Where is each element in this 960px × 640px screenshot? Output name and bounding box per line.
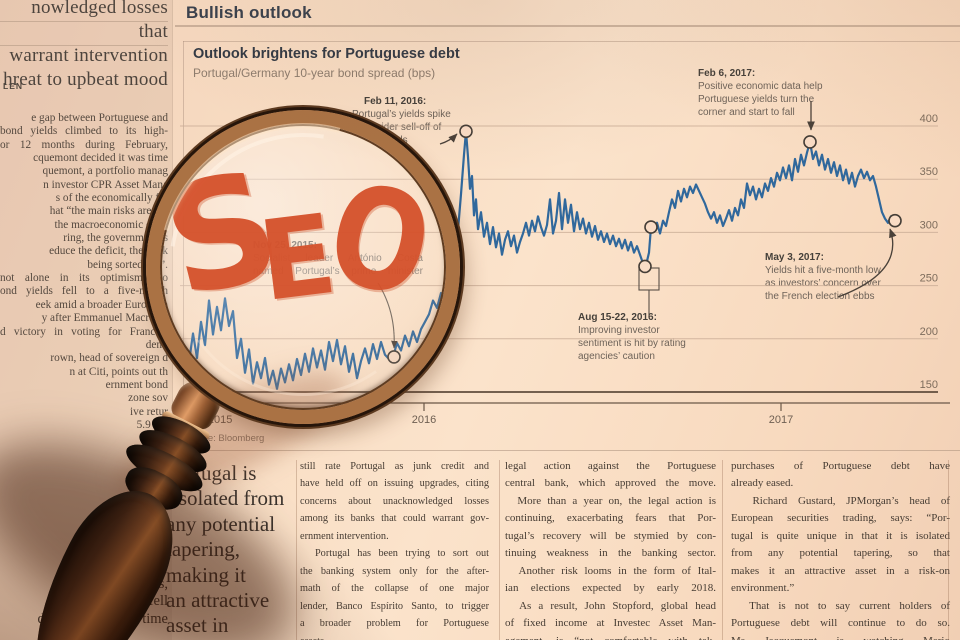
chart-subtitle: Portugal/Germany 10-year bond spread (bp… bbox=[193, 66, 436, 80]
magnifier-rim bbox=[146, 110, 460, 424]
annotation-text: Improving investor sentiment is hit by ra… bbox=[578, 325, 686, 362]
byline-fragment: LEN bbox=[3, 81, 23, 91]
left-headline-rule bbox=[0, 45, 168, 46]
x-label-2017: 2017 bbox=[768, 414, 794, 426]
svg-text:250: 250 bbox=[920, 273, 938, 285]
svg-text:350: 350 bbox=[920, 166, 938, 178]
column-divider bbox=[722, 460, 723, 640]
annotation-may-3-2017: May 3, 2017: Yields hit a five-month low… bbox=[765, 251, 915, 303]
annotation-date: Aug 15-22, 2016: bbox=[578, 312, 657, 323]
column-divider bbox=[296, 460, 297, 640]
annotation-feb-6-2017: Feb 6, 2017: Positive economic data help… bbox=[698, 67, 858, 119]
annotation-aug-2016: Aug 15-22, 2016: Improving investor senti… bbox=[578, 311, 718, 363]
chart-kicker: Bullish outlook bbox=[186, 3, 312, 22]
svg-text:200: 200 bbox=[920, 326, 938, 338]
left-headline-rule bbox=[0, 21, 168, 22]
kicker-rule bbox=[175, 25, 960, 27]
chart-title: Outlook brightens for Portuguese debt bbox=[193, 46, 460, 62]
annotation-text: Positive economic data help Portuguese yi… bbox=[698, 81, 823, 118]
annotation-date: Feb 11, 2016: bbox=[364, 96, 427, 107]
column-divider bbox=[499, 460, 500, 640]
panel-border-bottom bbox=[175, 450, 960, 451]
column-divider bbox=[948, 460, 949, 640]
panel-border-top bbox=[183, 41, 960, 42]
annotation-date: May 3, 2017: bbox=[765, 252, 824, 263]
svg-text:300: 300 bbox=[920, 219, 938, 231]
annotation-text: Yields hit a five-month low as investors’… bbox=[765, 265, 881, 302]
source-credit: Source: Bloomberg bbox=[183, 433, 265, 444]
annotation-date: Feb 6, 2017: bbox=[698, 68, 756, 79]
left-headline-fragment: nowledged losses that warrant interventio… bbox=[3, 0, 173, 90]
svg-text:400: 400 bbox=[920, 113, 938, 125]
article-column-3: legal action against the Portuguese centr… bbox=[505, 460, 717, 640]
article-column-4: purchases of Portuguese debt have already… bbox=[731, 460, 951, 640]
article-column-2: still rate Portugal as junk credit and ha… bbox=[300, 461, 489, 640]
svg-text:150: 150 bbox=[920, 379, 938, 391]
x-label-2016: 2016 bbox=[411, 414, 437, 426]
